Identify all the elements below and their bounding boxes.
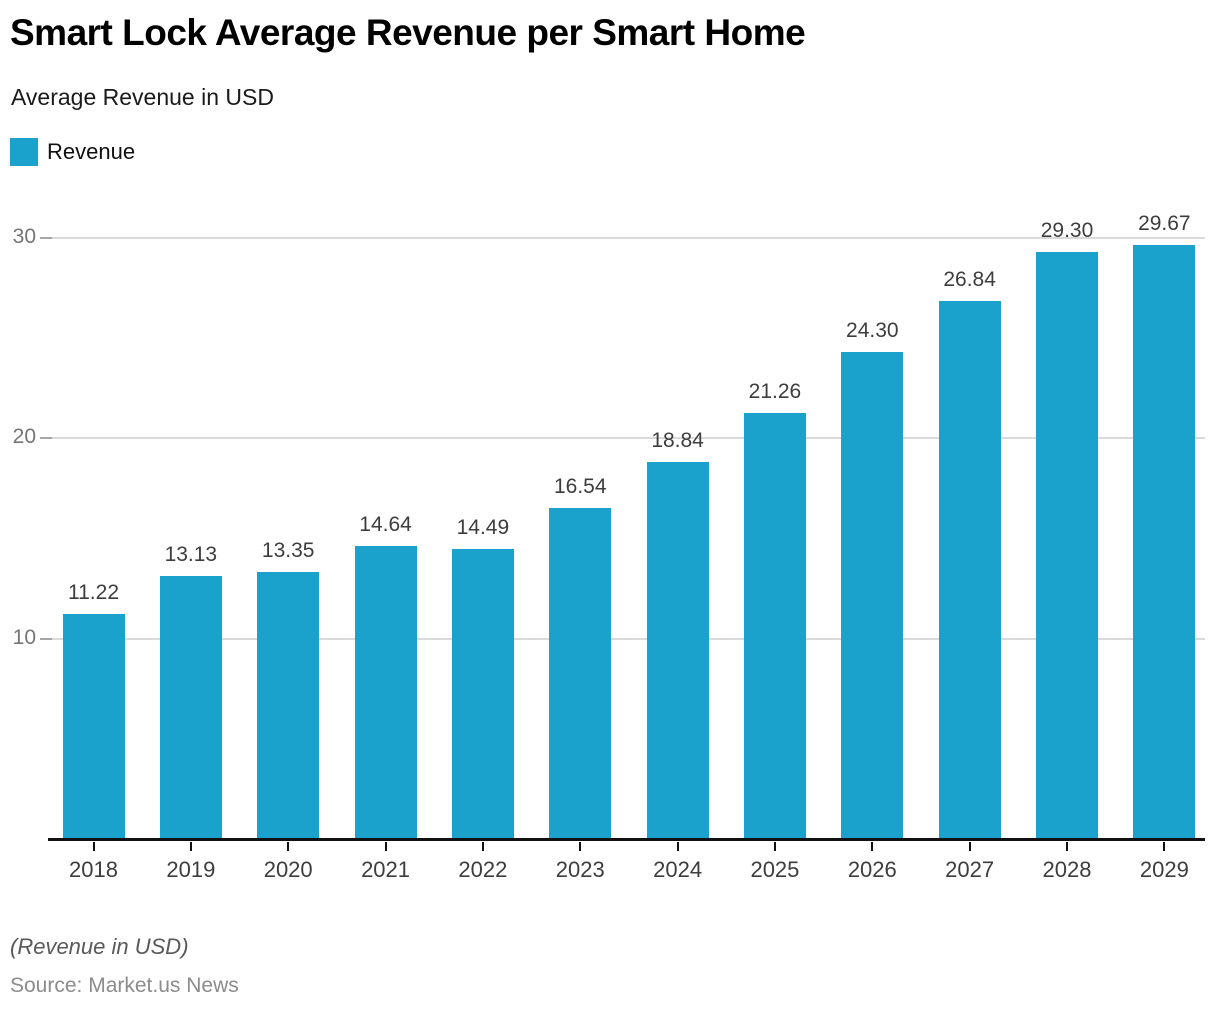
gridline-10 bbox=[48, 637, 1205, 640]
x-axis-label-2027: 2027 bbox=[945, 857, 995, 882]
bar-2022[interactable] bbox=[451, 548, 514, 839]
bar-value-label-2018: 11.22 bbox=[68, 581, 119, 605]
y-axis-label-20: 20 bbox=[12, 425, 36, 449]
x-axis-tick-2024 bbox=[676, 842, 679, 851]
x-axis-tick-2027 bbox=[968, 842, 971, 851]
bar-value-label-2020: 13.35 bbox=[261, 538, 315, 562]
x-axis-tick-2029 bbox=[1163, 842, 1166, 851]
x-axis-label-2019: 2019 bbox=[166, 857, 216, 882]
bar-value-label-2021: 14.64 bbox=[359, 512, 412, 536]
page-title: Smart Lock Average Revenue per Smart Hom… bbox=[10, 12, 806, 53]
chart-source: Source: Market.us News bbox=[10, 974, 239, 997]
y-axis-tick-30 bbox=[40, 237, 52, 239]
x-axis-tick-2021 bbox=[384, 842, 387, 851]
chart-subtitle: Average Revenue in USD bbox=[11, 84, 274, 110]
y-axis-tick-10 bbox=[40, 637, 52, 640]
legend-item-revenue[interactable]: Revenue bbox=[10, 138, 135, 166]
x-axis-label-2028: 2028 bbox=[1042, 857, 1092, 882]
x-axis-line bbox=[48, 838, 1205, 841]
bar-2024[interactable] bbox=[646, 461, 709, 839]
x-axis-label-2026: 2026 bbox=[847, 857, 897, 882]
x-axis-tick-2018 bbox=[92, 842, 95, 851]
y-axis-tick-20 bbox=[40, 437, 52, 440]
bar-value-label-2019: 13.13 bbox=[164, 542, 218, 566]
bar-2019[interactable] bbox=[159, 575, 222, 839]
x-axis-tick-2019 bbox=[189, 842, 192, 851]
x-axis-label-2023: 2023 bbox=[555, 857, 605, 882]
x-axis-label-2029: 2029 bbox=[1139, 857, 1189, 882]
x-axis-label-2024: 2024 bbox=[653, 857, 703, 882]
bar-value-label-2024: 18.84 bbox=[651, 428, 704, 452]
gridline-30 bbox=[48, 237, 1205, 239]
bar-value-label-2022: 14.49 bbox=[456, 515, 510, 539]
gridline-20 bbox=[48, 437, 1205, 440]
bar-2021[interactable] bbox=[354, 545, 417, 839]
chart-footnote: (Revenue in USD) bbox=[10, 934, 189, 959]
y-axis-label-30: 30 bbox=[12, 225, 36, 248]
x-axis-tick-2028 bbox=[1066, 842, 1068, 851]
bar-2027[interactable] bbox=[938, 301, 1001, 839]
x-axis-label-2021: 2021 bbox=[361, 857, 411, 882]
y-axis-label-10: 10 bbox=[12, 625, 36, 649]
bar-2020[interactable] bbox=[257, 571, 320, 839]
x-axis-label-2018: 2018 bbox=[69, 857, 118, 882]
bar-2023[interactable] bbox=[549, 507, 612, 839]
bar-value-label-2029: 29.67 bbox=[1138, 211, 1191, 235]
bar-value-label-2027: 26.84 bbox=[943, 268, 996, 292]
x-axis-tick-2025 bbox=[773, 842, 776, 851]
x-axis-label-2022: 2022 bbox=[458, 857, 508, 882]
bar-2028[interactable] bbox=[1036, 252, 1098, 839]
legend-label: Revenue bbox=[47, 139, 136, 164]
bar-value-label-2023: 16.54 bbox=[553, 474, 607, 498]
bar-2026[interactable] bbox=[841, 352, 904, 839]
bar-2025[interactable] bbox=[743, 413, 806, 839]
x-axis-tick-2020 bbox=[287, 842, 290, 851]
x-axis-tick-2022 bbox=[481, 842, 484, 851]
x-axis-tick-2023 bbox=[579, 842, 582, 851]
x-axis-label-2025: 2025 bbox=[750, 857, 800, 882]
bar-2018[interactable] bbox=[62, 614, 125, 839]
bar-2029[interactable] bbox=[1133, 244, 1196, 839]
bar-value-label-2026: 24.30 bbox=[846, 319, 899, 343]
legend-swatch-icon bbox=[10, 138, 38, 166]
x-axis-label-2020: 2020 bbox=[263, 857, 313, 882]
x-axis-tick-2026 bbox=[871, 842, 874, 851]
bar-value-label-2025: 21.26 bbox=[748, 380, 802, 404]
bar-value-label-2028: 29.30 bbox=[1040, 219, 1094, 243]
